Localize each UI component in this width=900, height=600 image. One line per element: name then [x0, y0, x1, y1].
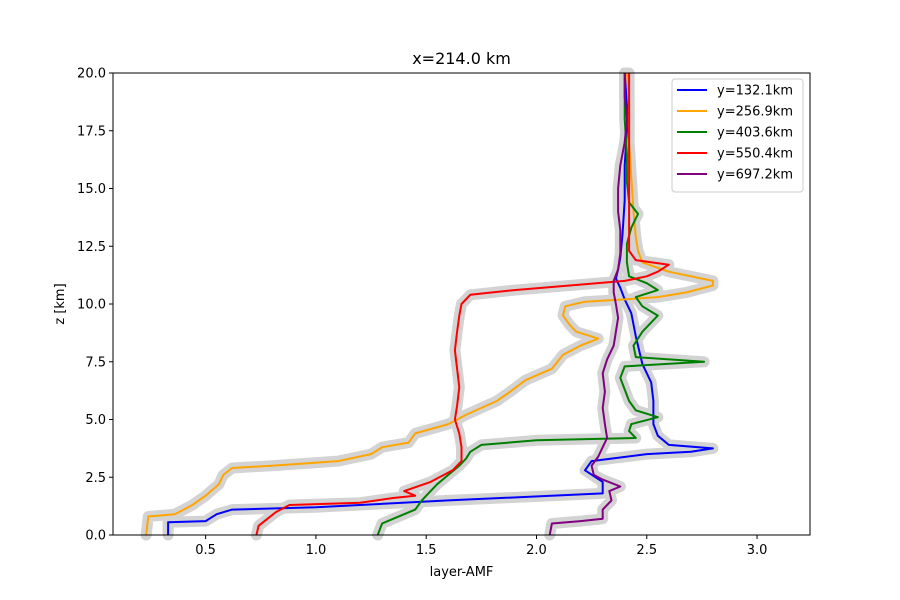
- x-tick-label: 1.0: [306, 543, 327, 558]
- y-tick-label: 7.5: [85, 355, 106, 370]
- y-tick-label: 15.0: [77, 182, 106, 197]
- series-line-5: [548, 73, 628, 536]
- x-tick-label: 2.5: [636, 543, 657, 558]
- legend-label: y=132.1km: [717, 84, 793, 99]
- legend-label: y=550.4km: [717, 147, 793, 162]
- y-tick-label: 5.0: [85, 413, 106, 428]
- y-tick-label: 20.0: [77, 67, 106, 82]
- legend-box: [671, 78, 804, 193]
- y-tick-label: 0.0: [85, 529, 106, 544]
- y-tick-label: 12.5: [77, 240, 106, 255]
- series-line-1: [167, 72, 714, 535]
- series-line-3: [376, 73, 706, 536]
- series-lines: [145, 72, 714, 536]
- y-tick-label: 17.5: [77, 124, 106, 139]
- x-tick-label: 3.0: [747, 543, 768, 558]
- chart-title: x=214.0 km: [412, 49, 511, 68]
- x-axis-label: layer-AMF: [430, 565, 494, 580]
- x-tick-label: 0.5: [195, 543, 216, 558]
- axis-ticks: 0.5 1.0 1.5 2.0 2.5 3.0 0.0 2.5 5.0 7.5 10.0 12.5 15…: [77, 67, 767, 559]
- x-tick-label: 2.0: [526, 543, 547, 558]
- legend-label: y=697.2km: [717, 168, 793, 183]
- legend-label: y=256.9km: [717, 105, 793, 120]
- legend-label: y=403.6km: [717, 126, 793, 141]
- y-tick-label: 10.0: [77, 298, 106, 313]
- y-tick-label: 2.5: [85, 471, 106, 486]
- x-tick-label: 1.5: [416, 543, 437, 558]
- legend: y=132.1km y=256.9km y=403.6km y=550.4km y=69…: [671, 78, 804, 193]
- y-axis-label: z [km]: [53, 283, 68, 324]
- series-line-4: [255, 73, 670, 536]
- series-line-2: [145, 72, 714, 536]
